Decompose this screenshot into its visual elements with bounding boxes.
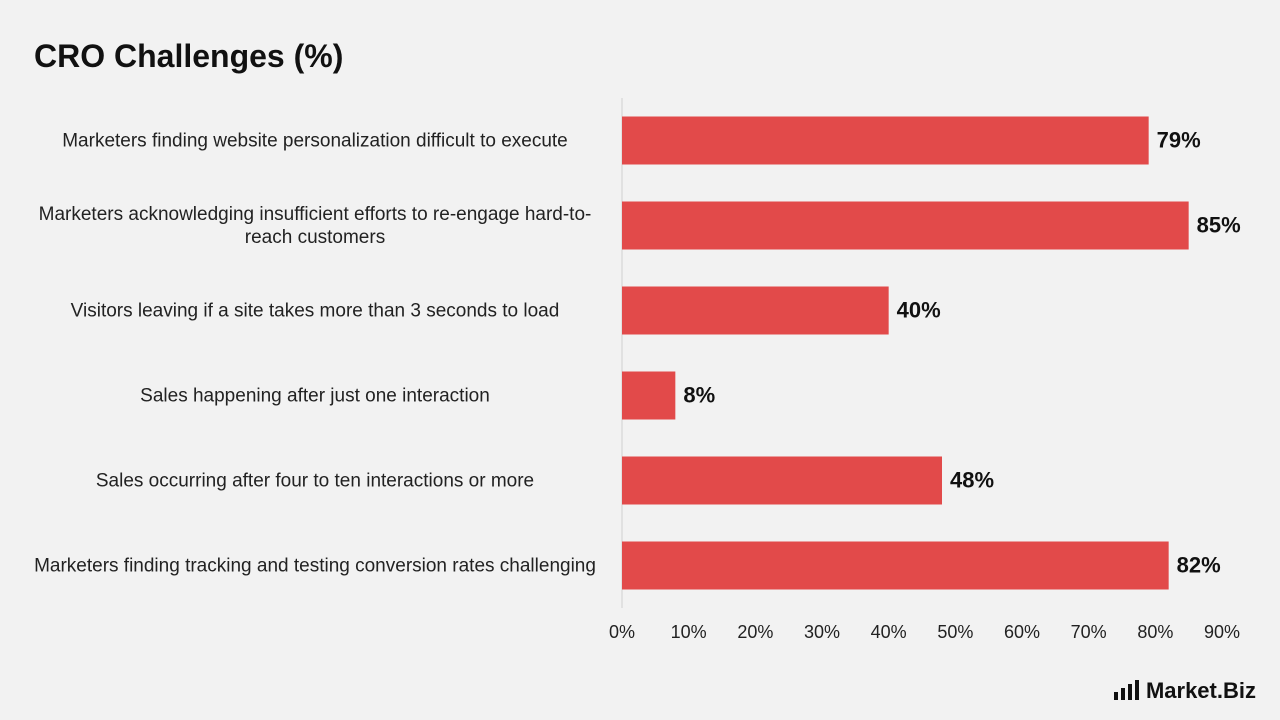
- x-tick-label: 10%: [671, 622, 707, 642]
- x-tick-label: 30%: [804, 622, 840, 642]
- data-label: 40%: [897, 297, 941, 322]
- data-label: 48%: [950, 467, 994, 492]
- bar: [622, 116, 1149, 165]
- data-label: 8%: [683, 382, 715, 407]
- bar: [622, 201, 1189, 250]
- x-tick-label: 20%: [737, 622, 773, 642]
- y-tick-label: Visitors leaving if a site takes more th…: [70, 300, 560, 321]
- logo-icon: [1113, 680, 1139, 700]
- logo-text: Market.Biz: [1145, 678, 1256, 703]
- x-tick-label: 90%: [1204, 622, 1240, 642]
- y-tick-label: Marketers acknowledging insufficient eff…: [38, 203, 592, 248]
- bar: [622, 286, 889, 335]
- bar: [622, 541, 1169, 590]
- x-tick-label: 0%: [609, 622, 635, 642]
- bar: [622, 371, 676, 420]
- x-tick-label: 60%: [1004, 622, 1040, 642]
- data-label: 82%: [1177, 552, 1221, 577]
- data-label: 79%: [1157, 127, 1201, 152]
- x-tick-label: 70%: [1071, 622, 1107, 642]
- chart-title: CRO Challenges (%): [34, 38, 344, 74]
- bar: [622, 456, 942, 505]
- data-label: 85%: [1197, 212, 1241, 237]
- x-tick-label: 80%: [1137, 622, 1173, 642]
- y-tick-label: Marketers finding website personalizatio…: [62, 130, 568, 151]
- x-tick-label: 40%: [871, 622, 907, 642]
- y-tick-label: Sales occurring after four to ten intera…: [95, 470, 535, 491]
- y-tick-label: Marketers finding tracking and testing c…: [34, 555, 596, 576]
- x-tick-label: 50%: [937, 622, 973, 642]
- logo: Market.Biz: [1112, 678, 1256, 704]
- y-tick-label: Sales happening after just one interacti…: [140, 385, 490, 406]
